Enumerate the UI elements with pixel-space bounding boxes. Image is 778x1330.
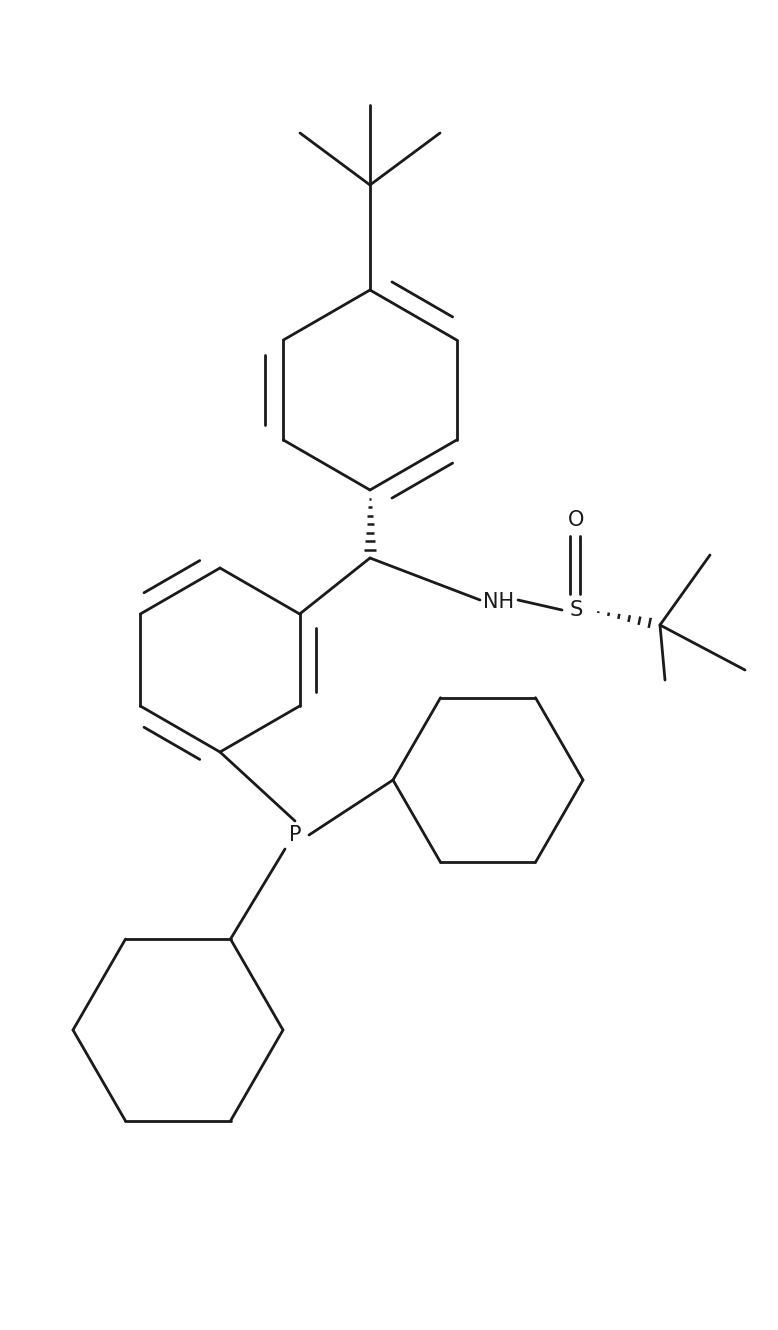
Text: S: S [569,600,583,620]
Text: P: P [289,825,301,845]
Text: NH: NH [483,592,514,612]
Text: O: O [568,509,584,529]
